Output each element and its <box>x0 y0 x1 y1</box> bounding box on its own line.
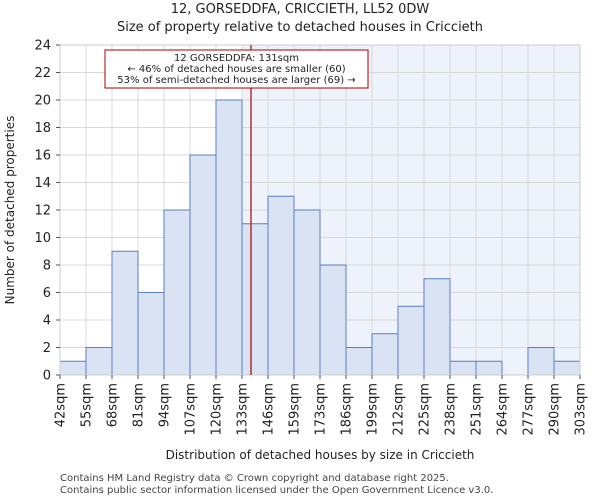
y-tick-label: 18 <box>34 121 51 136</box>
x-tick-label: 303sqm <box>574 383 589 436</box>
bar-238sqm <box>449 360 477 376</box>
y-tick-label: 8 <box>43 259 51 274</box>
bar-186sqm <box>345 347 373 376</box>
x-tick-label: 290sqm <box>548 383 563 436</box>
bar-277sqm <box>527 347 555 376</box>
x-tick-label: 146sqm <box>262 383 277 436</box>
footer-line-1: Contains HM Land Registry data © Crown c… <box>60 473 449 484</box>
bar-146sqm <box>267 195 295 376</box>
x-tick-label: 225sqm <box>418 383 433 436</box>
y-tick-label: 0 <box>43 369 51 384</box>
bar-225sqm <box>423 278 451 376</box>
y-tick-label: 2 <box>43 341 51 356</box>
x-axis-label: Distribution of detached houses by size … <box>166 448 475 462</box>
annotation-line-3: 53% of semi-detached houses are larger (… <box>117 75 355 86</box>
bar-212sqm <box>397 305 425 376</box>
x-tick-label: 133sqm <box>236 383 251 436</box>
y-tick-label: 20 <box>34 94 51 109</box>
x-tick-label: 264sqm <box>496 383 511 436</box>
x-tick-label: 251sqm <box>470 383 485 436</box>
y-tick-label: 24 <box>34 39 51 54</box>
y-tick-label: 10 <box>34 231 51 246</box>
bar-173sqm <box>319 264 347 376</box>
y-tick-label: 14 <box>34 176 51 191</box>
annotation-box: 12 GORSEDDFA: 131sqm ← 46% of detached h… <box>104 49 369 89</box>
bar-68sqm <box>111 250 139 376</box>
x-tick-label: 55sqm <box>80 383 95 427</box>
x-tick-label: 159sqm <box>288 383 303 436</box>
annotation-line-2: ← 46% of detached houses are smaller (60… <box>127 64 345 75</box>
x-tick-label: 186sqm <box>340 383 355 436</box>
y-tick-label: 6 <box>43 286 51 301</box>
x-ticks: 42sqm 55sqm 68sqm 81sqm 94sqm 107sqm 120sqm 133… <box>54 375 589 436</box>
x-tick-label: 42sqm <box>54 383 69 427</box>
y-tick-label: 16 <box>34 149 51 164</box>
bar-120sqm <box>215 99 243 376</box>
x-tick-label: 107sqm <box>184 383 199 436</box>
y-tick-label: 4 <box>43 314 51 329</box>
x-tick-label: 81sqm <box>132 383 147 427</box>
x-tick-label: 94sqm <box>158 383 173 427</box>
bars <box>59 99 581 376</box>
bar-94sqm <box>163 209 191 376</box>
bar-107sqm <box>189 154 217 376</box>
bar-42sqm <box>59 360 87 376</box>
y-axis-label: Number of detached properties <box>3 116 17 305</box>
footer-line-2: Contains public sector information licen… <box>60 485 494 496</box>
bar-251sqm <box>475 360 503 376</box>
x-tick-label: 212sqm <box>392 383 407 436</box>
bar-199sqm <box>371 333 399 376</box>
bar-159sqm <box>293 209 321 376</box>
bar-55sqm <box>85 347 113 376</box>
x-tick-label: 120sqm <box>210 383 225 436</box>
y-tick-label: 12 <box>34 204 51 219</box>
bar-81sqm <box>137 292 165 376</box>
annotation-line-1: 12 GORSEDDFA: 131sqm <box>174 53 299 64</box>
x-tick-label: 68sqm <box>106 383 121 427</box>
chart-subtitle: Size of property relative to detached ho… <box>116 20 484 35</box>
annotation-frame <box>104 49 369 89</box>
chart-title: 12, GORSEDDFA, CRICCIETH, LL52 0DW <box>170 2 430 17</box>
x-tick-label: 238sqm <box>444 383 459 436</box>
y-tick-label: 22 <box>34 66 51 81</box>
x-tick-label: 277sqm <box>522 383 537 436</box>
bar-133sqm <box>241 223 269 376</box>
bar-290sqm <box>553 360 581 376</box>
x-tick-label: 199sqm <box>366 383 381 436</box>
x-tick-label: 173sqm <box>314 383 329 436</box>
